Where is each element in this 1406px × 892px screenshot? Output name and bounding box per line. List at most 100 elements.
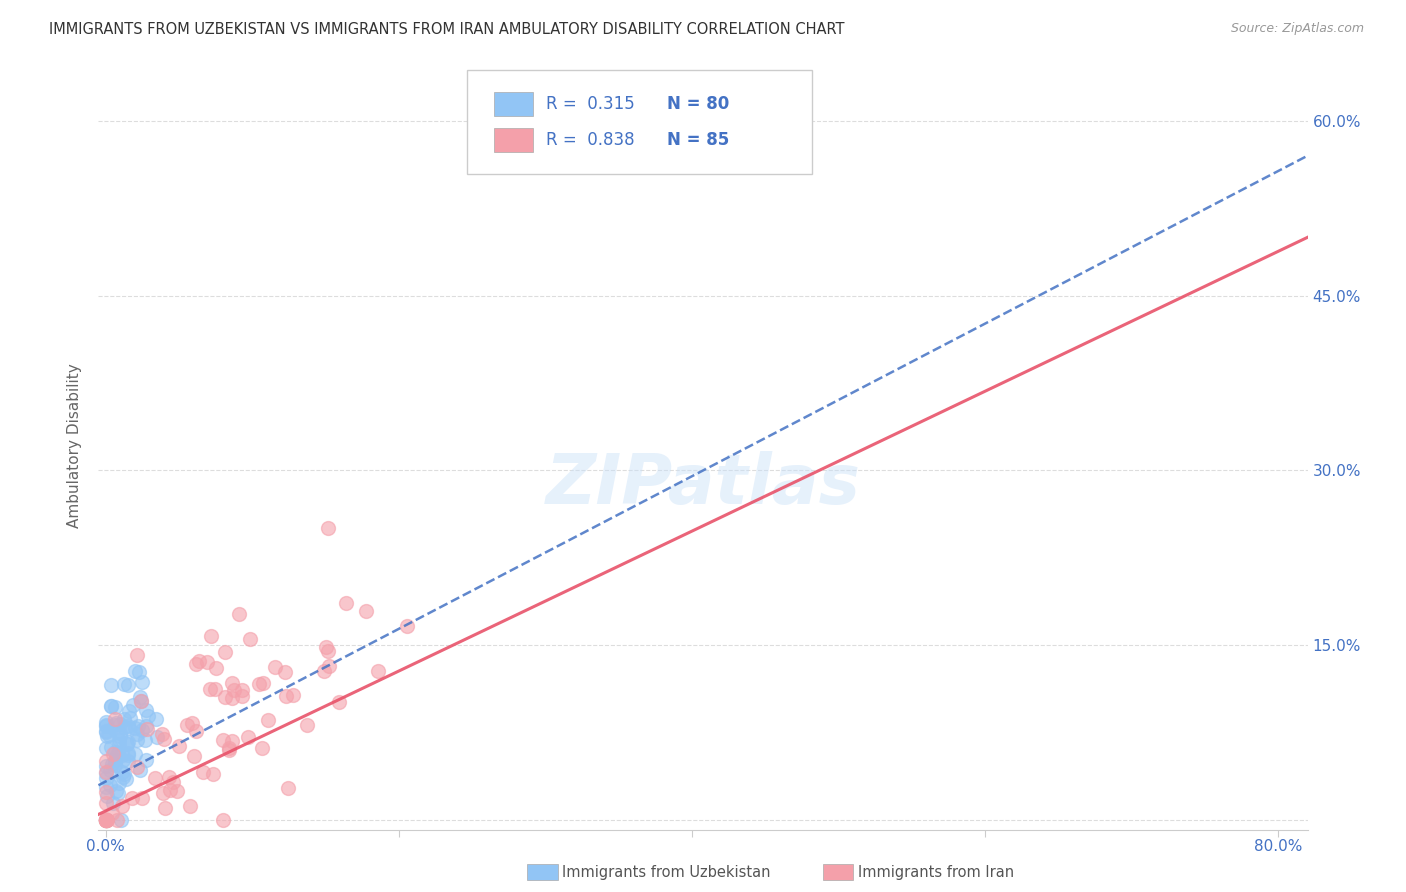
Point: [94, 814, 117, 828]
Point: [104, 753, 127, 767]
Point: [274, 690, 297, 704]
Point: [94, 814, 117, 828]
Point: [98, 778, 121, 792]
Point: [191, 764, 214, 779]
Point: [100, 699, 122, 714]
Point: [117, 678, 139, 692]
Point: [166, 784, 188, 798]
Point: [100, 740, 122, 755]
Point: [212, 814, 235, 828]
Point: [128, 665, 150, 679]
Point: [236, 730, 259, 744]
Point: [328, 694, 350, 708]
Point: [94, 714, 117, 729]
Point: [94, 771, 117, 785]
Point: [239, 632, 262, 647]
Point: [221, 691, 243, 706]
Point: [146, 731, 169, 745]
Point: [121, 698, 143, 712]
Point: [221, 675, 243, 690]
Point: [256, 714, 278, 728]
Point: [94, 719, 117, 733]
Point: [131, 791, 153, 805]
Text: N = 80: N = 80: [666, 95, 728, 113]
Point: [129, 694, 152, 708]
Text: R =  0.315: R = 0.315: [546, 95, 634, 113]
Point: [94, 759, 117, 773]
Point: [188, 654, 211, 668]
Point: [250, 740, 273, 755]
Point: [281, 688, 304, 702]
Point: [134, 732, 156, 747]
Point: [153, 732, 176, 747]
Point: [94, 814, 117, 828]
Point: [108, 776, 131, 790]
Point: [105, 750, 128, 764]
Point: [115, 772, 138, 786]
FancyBboxPatch shape: [494, 128, 533, 153]
Point: [94, 765, 117, 780]
Point: [159, 782, 181, 797]
Point: [211, 732, 233, 747]
Point: [127, 727, 149, 741]
Point: [104, 718, 127, 732]
Point: [231, 683, 253, 698]
Point: [101, 797, 124, 811]
Point: [97, 728, 120, 742]
Point: [218, 741, 240, 756]
Point: [316, 644, 339, 658]
Point: [94, 814, 117, 828]
Text: Immigrants from Iran: Immigrants from Iran: [858, 865, 1014, 880]
Text: 80.0%: 80.0%: [1254, 838, 1302, 854]
Point: [125, 760, 148, 774]
Point: [96, 814, 118, 828]
Point: [94, 780, 117, 794]
Point: [231, 689, 253, 703]
Point: [104, 700, 127, 714]
Point: [150, 726, 173, 740]
Point: [94, 814, 117, 828]
Point: [125, 733, 148, 747]
Point: [94, 754, 117, 768]
Point: [104, 756, 127, 771]
Point: [94, 723, 117, 738]
Point: [124, 721, 146, 735]
Point: [112, 753, 135, 767]
Point: [167, 739, 190, 754]
Point: [312, 664, 335, 678]
Text: N = 85: N = 85: [666, 131, 728, 149]
Point: [153, 800, 176, 814]
Point: [110, 814, 132, 828]
Point: [152, 786, 174, 800]
Point: [125, 648, 148, 662]
Point: [112, 677, 135, 691]
Point: [136, 708, 159, 723]
Point: [94, 814, 117, 828]
Point: [111, 765, 134, 780]
FancyBboxPatch shape: [494, 92, 533, 116]
Point: [218, 743, 240, 757]
Point: [104, 712, 127, 726]
Point: [94, 814, 117, 828]
Point: [117, 754, 139, 768]
Point: [318, 658, 340, 673]
Text: R =  0.838: R = 0.838: [546, 131, 634, 149]
Point: [107, 733, 129, 747]
Point: [176, 718, 198, 732]
Point: [108, 737, 131, 751]
Point: [315, 640, 337, 654]
Point: [115, 736, 138, 750]
Point: [131, 723, 153, 737]
FancyBboxPatch shape: [467, 70, 811, 174]
Point: [277, 780, 299, 795]
Point: [101, 747, 124, 762]
Point: [108, 726, 131, 740]
Point: [247, 677, 270, 691]
Point: [131, 675, 153, 690]
Point: [195, 655, 218, 669]
Point: [111, 770, 134, 784]
Point: [96, 789, 118, 803]
Point: [221, 734, 243, 748]
Point: [111, 798, 134, 813]
Point: [264, 660, 287, 674]
